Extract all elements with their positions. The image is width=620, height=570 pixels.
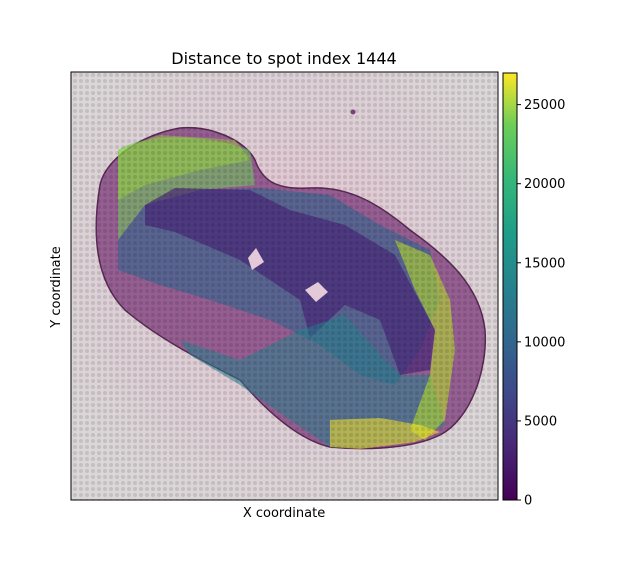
tissue-hole-2 bbox=[305, 282, 328, 302]
chart-title: Distance to spot index 1444 bbox=[171, 49, 396, 68]
colorbar-tick-label: 10000 bbox=[524, 335, 565, 350]
tissue-hole-1 bbox=[248, 248, 264, 270]
colorbar: 0 5000 10000 15000 20000 25000 bbox=[502, 72, 565, 509]
plot-area bbox=[71, 72, 498, 500]
colorbar-gradient bbox=[502, 72, 518, 501]
x-axis-label: X coordinate bbox=[243, 506, 325, 521]
colorbar-tick-label: 15000 bbox=[524, 256, 565, 271]
colorbar-tick-label: 20000 bbox=[524, 177, 565, 192]
debris-mark bbox=[350, 109, 356, 115]
y-axis-label: Y coordinate bbox=[49, 246, 64, 328]
colorbar-tick-label: 25000 bbox=[524, 98, 565, 113]
plot-frame bbox=[70, 71, 499, 501]
colorbar-tick-label: 0 bbox=[524, 494, 532, 509]
colorbar-tick-label: 5000 bbox=[524, 414, 557, 429]
